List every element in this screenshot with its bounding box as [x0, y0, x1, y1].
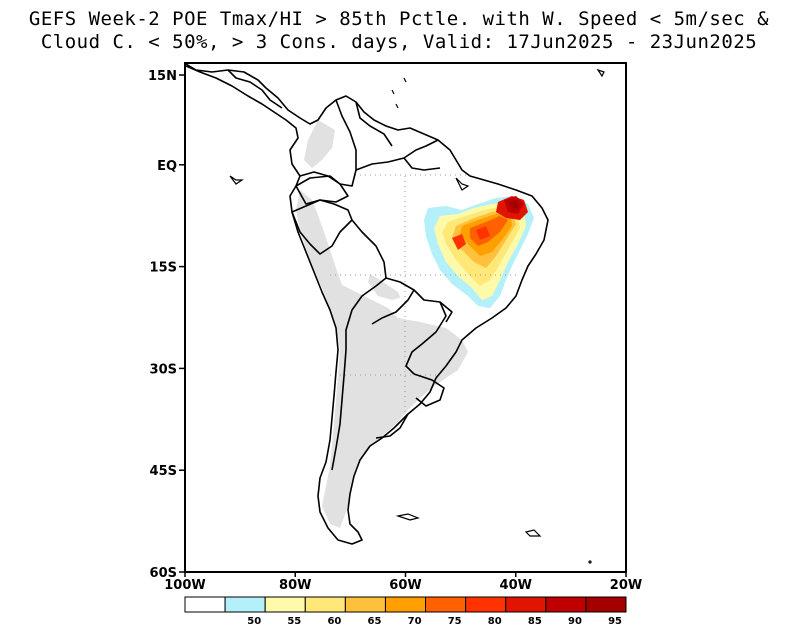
- map-frame: [184, 62, 627, 573]
- colorbar-label: 75: [448, 616, 462, 627]
- lon-tick-label: 80W: [279, 578, 311, 593]
- colorbar-label: 80: [488, 616, 502, 627]
- colorbar-swatch: [505, 596, 547, 613]
- lon-tick-label: 100W: [164, 578, 205, 593]
- colorbar-label: 50: [247, 616, 261, 627]
- colorbar-label: 55: [287, 616, 301, 627]
- longitude-axis: 100W 80W 60W 40W 20W: [164, 572, 642, 593]
- poe-field: [424, 196, 534, 308]
- colorbar-swatch: [344, 596, 386, 613]
- colorbar-label: 60: [327, 616, 341, 627]
- lat-tick-label: 60S: [150, 566, 177, 581]
- coastlines: [185, 63, 549, 545]
- colorbar-swatch: [184, 596, 226, 613]
- colorbar-swatch: [224, 596, 266, 613]
- lon-tick-label: 60W: [389, 578, 421, 593]
- colorbar-swatch: [465, 596, 507, 613]
- colorbar-swatch: [384, 596, 427, 613]
- lat-tick-label: 30S: [150, 362, 177, 377]
- colorbar-label: 95: [608, 616, 622, 627]
- graticule: [330, 174, 516, 420]
- colorbar: 50 55 60 65 70 75 80 85 90 95: [184, 596, 627, 627]
- colorbar-label: 65: [368, 616, 382, 627]
- latitude-axis: 15N EQ 15S 30S 45S 60S: [148, 69, 185, 581]
- colorbar-label: 70: [408, 616, 422, 627]
- colorbar-label: 90: [568, 616, 582, 627]
- colorbar-swatch: [264, 596, 306, 613]
- colorbar-label: 85: [528, 616, 542, 627]
- map-title-line-1: GEFS Week-2 POE Tmax/HI > 85th Pctle. wi…: [28, 8, 770, 30]
- lat-tick-label: EQ: [157, 159, 177, 174]
- colorbar-swatch: [425, 596, 467, 613]
- lon-tick-label: 20W: [610, 578, 642, 593]
- colorbar-swatch: [585, 596, 627, 613]
- lon-tick-label: 40W: [500, 578, 532, 593]
- lat-tick-label: 15N: [148, 69, 177, 84]
- colorbar-swatch: [545, 596, 587, 613]
- map-title-line-2: Cloud C. < 50%, > 3 Cons. days, Valid: 1…: [40, 31, 758, 53]
- lat-tick-label: 15S: [150, 261, 177, 276]
- islands: [229, 68, 605, 564]
- colorbar-swatch: [304, 596, 346, 613]
- lat-tick-label: 45S: [150, 464, 177, 479]
